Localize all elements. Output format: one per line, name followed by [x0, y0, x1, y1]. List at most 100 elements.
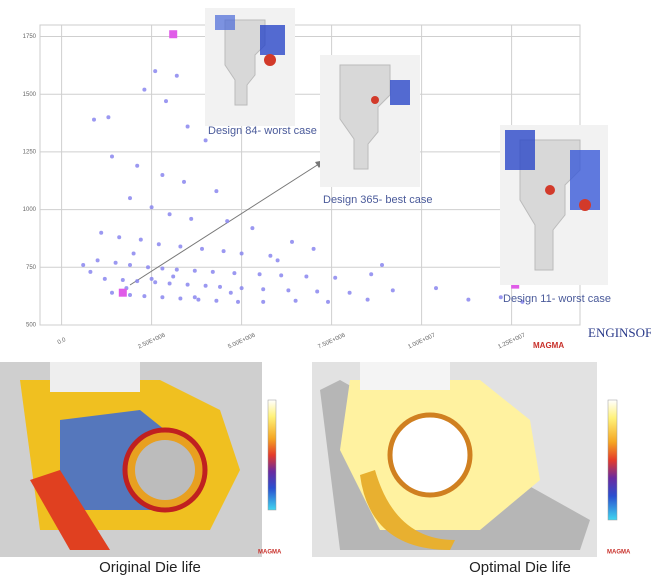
point — [365, 297, 370, 302]
point — [138, 237, 143, 242]
point — [149, 276, 154, 281]
points — [81, 30, 525, 304]
point — [261, 287, 266, 292]
point — [171, 274, 176, 279]
y-tick-label: 1250 — [23, 150, 37, 156]
point — [95, 258, 100, 263]
y-tick-label: 1750 — [23, 34, 37, 40]
x-tick-label: 1.25E+007 — [497, 332, 527, 350]
point — [203, 138, 208, 143]
point — [221, 249, 226, 254]
x-tick-label: 0.0 — [57, 337, 68, 346]
point — [153, 280, 158, 285]
highlight-point — [169, 30, 178, 39]
inset-84 — [205, 8, 295, 126]
logo: MAGMA — [533, 341, 564, 350]
point — [99, 230, 104, 235]
point — [81, 263, 86, 267]
point — [214, 189, 219, 194]
point — [174, 73, 179, 78]
annotation: Design 365- best case — [323, 194, 432, 206]
point — [142, 87, 147, 92]
caption: Optimal Die life — [469, 559, 571, 576]
point — [390, 288, 395, 293]
point — [239, 251, 244, 256]
point — [160, 295, 165, 300]
point — [347, 290, 352, 295]
point — [106, 115, 111, 120]
point — [250, 226, 255, 231]
inset-11 — [500, 125, 608, 285]
logo: MAGMA — [258, 550, 282, 556]
point — [149, 205, 154, 210]
point — [279, 273, 284, 278]
point — [200, 246, 204, 251]
point — [153, 69, 158, 74]
point — [304, 274, 309, 279]
point — [128, 263, 132, 267]
point — [131, 251, 136, 256]
point — [142, 294, 147, 299]
point — [174, 267, 179, 272]
x-tick-label: 5.00E+006 — [227, 332, 257, 350]
point — [520, 299, 525, 304]
point — [192, 268, 197, 273]
point — [333, 275, 338, 280]
render-optimal — [312, 362, 597, 557]
point — [228, 290, 233, 295]
point — [203, 283, 208, 288]
logo: MAGMA — [607, 550, 631, 556]
x-tick-label: 7.50E+006 — [317, 332, 347, 350]
point — [218, 284, 222, 289]
point — [214, 298, 219, 303]
annotation: Design 11- worst case — [503, 293, 611, 305]
point — [275, 258, 280, 263]
point — [315, 289, 320, 294]
point — [160, 173, 165, 177]
point — [311, 246, 316, 251]
point — [286, 288, 291, 293]
point — [120, 278, 125, 282]
point — [167, 212, 172, 217]
logo: ENGINSOFT — [588, 325, 651, 340]
legend-scale — [267, 399, 277, 511]
point — [88, 269, 93, 274]
arrow — [129, 161, 323, 286]
point — [113, 260, 118, 265]
point — [135, 279, 140, 284]
point — [102, 276, 107, 281]
point — [189, 216, 194, 221]
point — [160, 266, 165, 271]
point — [164, 99, 168, 104]
point — [232, 271, 237, 276]
render-original — [0, 362, 262, 557]
point — [210, 269, 215, 274]
point — [369, 272, 374, 277]
point — [117, 235, 122, 240]
point — [192, 295, 197, 300]
point — [261, 299, 266, 304]
x-tick-label: 2.50E+006 — [137, 332, 167, 350]
point — [146, 265, 150, 270]
y-tick-label: 500 — [26, 323, 37, 329]
point — [236, 299, 240, 304]
grid: 500 750 1000 1250 1500 1750 0.0 2.50E+006 5.00E+… — [23, 25, 580, 350]
point — [290, 239, 294, 244]
point — [293, 298, 298, 303]
point — [182, 179, 186, 184]
point — [185, 282, 190, 287]
point — [239, 286, 244, 291]
point — [167, 281, 172, 286]
point — [110, 154, 114, 159]
point — [268, 253, 273, 258]
caption: Original Die life — [99, 559, 201, 576]
highlight-point — [118, 288, 127, 297]
point — [178, 296, 183, 301]
annotation: Design 84- worst case — [208, 125, 317, 137]
point — [434, 286, 438, 291]
point — [128, 196, 132, 201]
point — [185, 124, 190, 129]
point — [128, 293, 132, 297]
point — [326, 299, 330, 304]
point — [257, 272, 262, 277]
